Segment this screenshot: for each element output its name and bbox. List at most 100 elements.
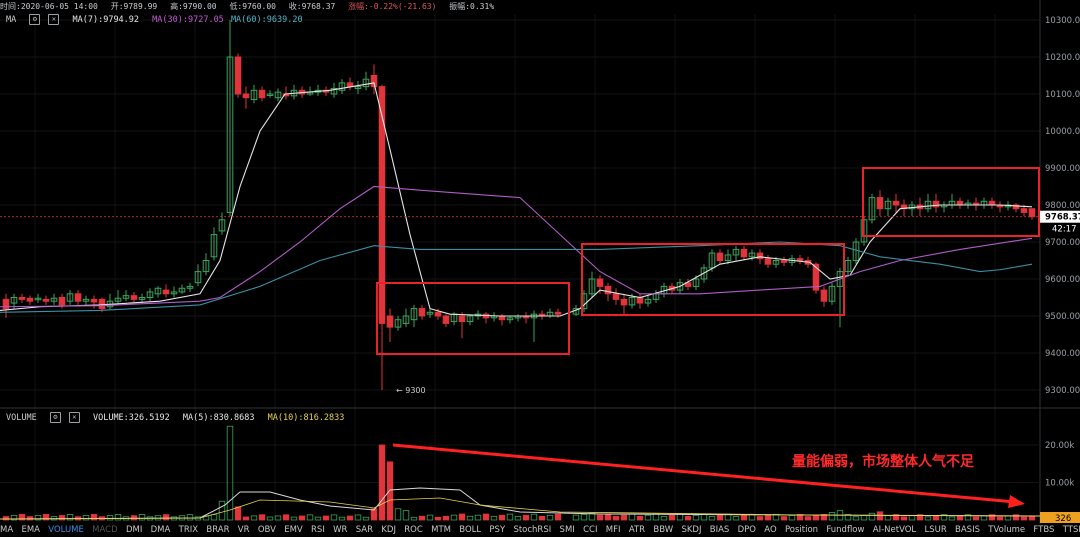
tab-rsi[interactable]: RSI xyxy=(311,525,325,535)
candle-body xyxy=(876,197,884,210)
tab-mfi[interactable]: MFI xyxy=(605,525,621,535)
volume-bar xyxy=(290,516,298,521)
volume-bar xyxy=(354,514,362,521)
volume-bar xyxy=(58,515,66,521)
tab-emv[interactable]: EMV xyxy=(284,525,303,535)
ma60-line xyxy=(0,241,1033,313)
tab-ttsi[interactable]: TTSI xyxy=(1062,525,1080,535)
candle-body xyxy=(418,308,426,317)
volume-bar xyxy=(298,515,306,521)
volume-bar xyxy=(612,515,620,521)
candle-body xyxy=(588,278,596,295)
tab-smi[interactable]: SMI xyxy=(559,525,575,535)
candle-body xyxy=(732,248,740,256)
candle-body xyxy=(410,308,418,321)
candle-body xyxy=(218,219,226,232)
tab-position[interactable]: Position xyxy=(784,525,819,535)
candle-body xyxy=(596,278,604,287)
close-icon[interactable]: ✕ xyxy=(48,14,60,25)
tab-bias[interactable]: BIAS xyxy=(709,525,730,535)
volume-bar xyxy=(1020,516,1028,521)
tab-wr[interactable]: WR xyxy=(333,525,348,535)
tab-dmi[interactable]: DMI xyxy=(125,525,143,535)
volume-bar xyxy=(394,508,402,521)
candle-body xyxy=(178,287,186,293)
volume-bar xyxy=(26,516,34,521)
candle-body xyxy=(1028,208,1036,218)
countdown-bg xyxy=(1040,223,1080,235)
candle-body xyxy=(130,295,138,300)
volume-legend: VOLUME ⚙ ✕ VOLUME:326.5192 MA(5):830.8683… xyxy=(6,412,352,423)
volume-bar xyxy=(490,515,498,521)
candle-body xyxy=(146,291,154,299)
time-readout: 时间:2020-06-05 14:00 xyxy=(0,2,98,11)
tab-trix[interactable]: TRIX xyxy=(178,525,199,535)
tab-ftbs[interactable]: FTBS xyxy=(1033,525,1055,535)
open-readout: 开:9789.99 xyxy=(110,2,158,11)
tab-obv[interactable]: OBV xyxy=(257,525,276,535)
tab-macd[interactable]: MACD xyxy=(92,525,118,535)
tab-psy[interactable]: PSY xyxy=(489,525,506,535)
volume-bar xyxy=(972,516,980,521)
volume-bar xyxy=(218,500,226,521)
volume-bar xyxy=(346,515,354,521)
candle-body xyxy=(18,297,26,300)
ma-legend: MA ⚙ ✕ MA(7):9794.92 MA(30):9727.05 MA(60… xyxy=(6,14,311,25)
tab-ema[interactable]: EMA xyxy=(21,525,40,535)
tab-mtm[interactable]: MTM xyxy=(431,525,451,535)
tab-lsur[interactable]: LSUR xyxy=(924,525,947,535)
tab-brar[interactable]: BRAR xyxy=(206,525,230,535)
volume-bar xyxy=(740,514,748,521)
tab-ai-netvol[interactable]: AI-NetVOL xyxy=(872,525,917,535)
tab-bbw[interactable]: BBW xyxy=(653,525,674,535)
candle-body xyxy=(66,293,74,302)
candle-body xyxy=(58,297,66,306)
volume-bar xyxy=(1012,514,1020,521)
volume-bar xyxy=(964,514,972,521)
tab-ao[interactable]: AO xyxy=(764,525,777,535)
candle-body xyxy=(924,200,932,210)
volume-bar xyxy=(932,515,940,521)
tab-atr[interactable]: ATR xyxy=(628,525,646,535)
tab-sar[interactable]: SAR xyxy=(355,525,374,535)
tab-stochrsi[interactable]: StochRSI xyxy=(513,525,552,535)
volume-bar xyxy=(554,513,562,521)
tab-ma[interactable]: MA xyxy=(0,525,14,535)
candle-body xyxy=(892,200,900,206)
settings-icon[interactable]: ⚙ xyxy=(29,14,41,25)
volume-bar xyxy=(820,514,828,521)
tab-dpo[interactable]: DPO xyxy=(737,525,756,535)
volume-bar xyxy=(700,513,708,521)
volume-bar xyxy=(884,515,892,521)
candle-body xyxy=(676,282,684,291)
volume-bar xyxy=(716,514,724,521)
close-icon[interactable]: ✕ xyxy=(68,412,80,423)
volume-bar xyxy=(908,515,916,521)
candle-body xyxy=(466,315,474,323)
price-tag-bg xyxy=(1040,210,1080,223)
volume-bar xyxy=(506,513,514,521)
tab-vr[interactable]: VR xyxy=(237,525,250,535)
tab-cci[interactable]: CCI xyxy=(583,525,598,535)
settings-icon[interactable]: ⚙ xyxy=(49,412,61,423)
candle-body xyxy=(98,298,106,310)
volume-bar xyxy=(692,514,700,521)
volume-bar xyxy=(386,461,394,521)
candle-body xyxy=(458,315,466,323)
tab-dma[interactable]: DMA xyxy=(150,525,171,535)
candle-body xyxy=(620,298,628,306)
volume-bar xyxy=(82,515,90,521)
tab-kdj[interactable]: KDJ xyxy=(381,525,396,535)
high-readout: 高:9790.00 xyxy=(170,2,217,11)
tab-boll[interactable]: BOLL xyxy=(459,525,482,535)
tab-tvolume[interactable]: TVolume xyxy=(988,525,1026,535)
tab-roc[interactable]: ROC xyxy=(404,525,423,535)
tab-volume[interactable]: VOLUME xyxy=(48,525,84,535)
volume-bar xyxy=(588,512,596,521)
price-axis-label: 9400.00 xyxy=(1045,349,1080,359)
tab-fundflow[interactable]: Fundflow xyxy=(826,525,865,535)
volume-bar xyxy=(538,516,546,521)
tab-basis[interactable]: BASIS xyxy=(955,525,980,535)
tab-skdj[interactable]: SKDJ xyxy=(681,525,702,535)
